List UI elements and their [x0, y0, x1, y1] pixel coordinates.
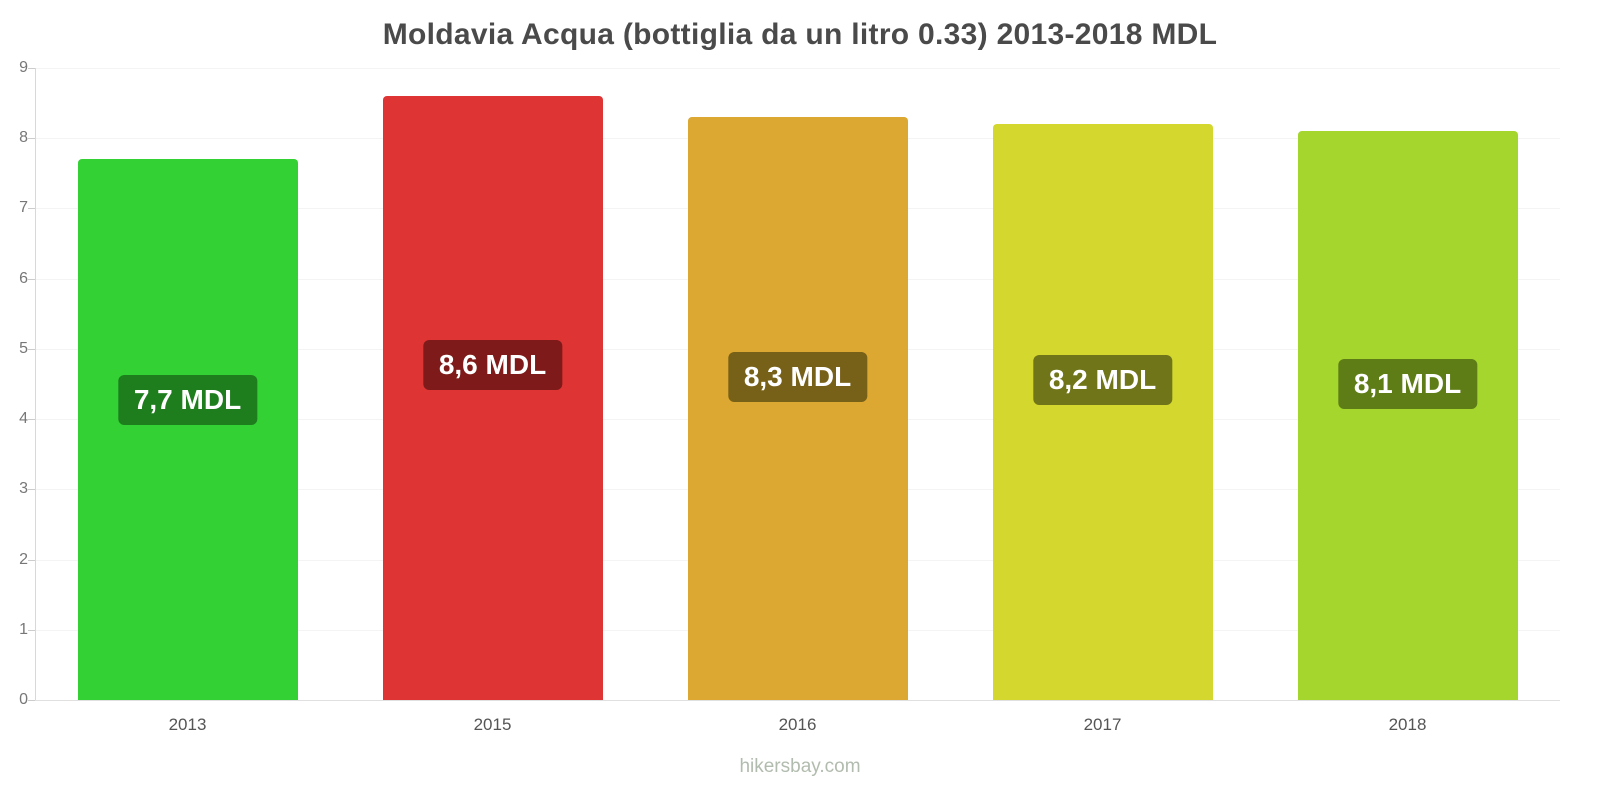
- x-axis-label: 2016: [778, 715, 817, 734]
- y-axis-label: 6: [19, 269, 28, 287]
- chart-title: Moldavia Acqua (bottiglia da un litro 0.…: [382, 18, 1218, 51]
- y-axis-tick: [28, 348, 35, 350]
- x-axis-label: 2015: [473, 715, 512, 734]
- x-axis-line: [35, 700, 1560, 701]
- bar-value-label: 8,6 MDL: [422, 339, 563, 390]
- y-axis-label: 7: [19, 199, 28, 217]
- y-axis-label: 3: [19, 480, 28, 498]
- bar-value-label: 8,3 MDL: [727, 351, 868, 402]
- y-axis-tick: [28, 419, 35, 421]
- bar-2015[interactable]: 8,6 MDL: [382, 96, 603, 700]
- y-axis-tick: [28, 208, 35, 210]
- y-axis-tick: [28, 489, 35, 491]
- bar-2018[interactable]: 8,1 MDL: [1297, 131, 1518, 700]
- y-axis-tick: [28, 138, 35, 140]
- gridline: [35, 68, 1560, 69]
- y-axis-label: 0: [19, 691, 28, 708]
- y-axis-label: 8: [19, 129, 28, 147]
- x-axis-label: 2017: [1083, 715, 1122, 734]
- y-axis-label: 1: [19, 620, 28, 638]
- y-axis-label: 4: [19, 410, 28, 428]
- bar-2013[interactable]: 7,7 MDL: [77, 159, 298, 700]
- y-axis-label: 5: [19, 339, 28, 357]
- x-axis-label: 2013: [168, 715, 207, 734]
- bar-value-label: 7,7 MDL: [117, 374, 258, 425]
- bar-2017[interactable]: 8,2 MDL: [992, 124, 1213, 700]
- y-axis-label: 9: [19, 59, 28, 76]
- y-axis-tick: [28, 629, 35, 631]
- y-axis-tick: [28, 68, 35, 69]
- bar-value-label: 8,1 MDL: [1337, 359, 1478, 410]
- y-axis-tick: [28, 700, 35, 701]
- footer-watermark: hikersbay.com: [739, 756, 861, 777]
- y-axis-label: 2: [19, 550, 28, 568]
- y-axis-tick: [28, 559, 35, 561]
- x-axis-label: 2018: [1388, 715, 1427, 734]
- bar-value-label: 8,2 MDL: [1032, 355, 1173, 406]
- y-axis-line: [35, 68, 36, 700]
- y-axis-tick: [28, 278, 35, 280]
- bar-2016[interactable]: 8,3 MDL: [687, 117, 908, 700]
